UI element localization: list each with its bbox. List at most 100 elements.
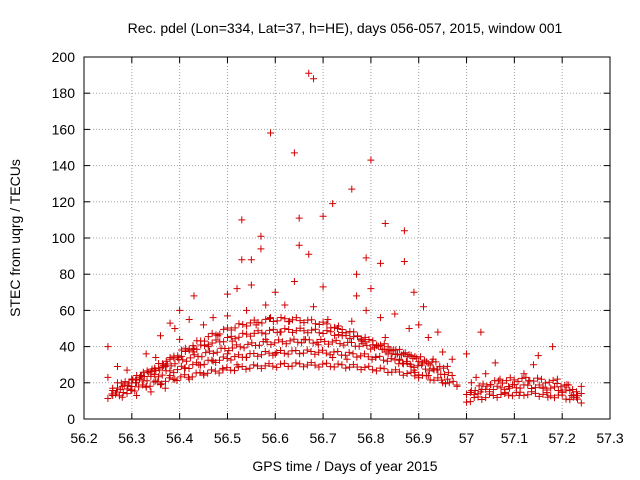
data-point [258,319,266,327]
y-tick-label: 140 [52,158,76,174]
chart-title: Rec. pdel (Lon=334, Lat=37, h=HE), days … [128,20,563,36]
data-point [372,367,380,375]
data-point [307,348,315,355]
data-point [376,314,384,322]
x-tick-label: 56.2 [70,430,97,446]
data-point [319,360,327,368]
data-point [319,346,326,354]
data-point [278,338,286,346]
data-point [421,365,429,373]
data-point [495,377,503,385]
data-point [334,360,342,368]
data-point [355,342,363,350]
data-point [185,375,193,383]
data-point [207,366,215,374]
data-point [305,69,313,77]
data-point [269,317,277,325]
data-point [508,392,516,400]
data-point [294,338,302,346]
data-point [539,390,547,398]
data-point [238,256,246,264]
data-point [178,346,186,354]
data-point [400,258,408,266]
data-point [367,285,375,293]
data-point [547,392,555,400]
data-point [362,306,370,314]
data-point [303,346,311,354]
data-point [549,376,557,384]
data-point [280,359,288,367]
data-point [528,384,536,392]
data-point [198,353,206,361]
data-point [322,349,330,357]
data-point [227,356,235,364]
data-point [152,377,160,385]
data-point [209,357,217,365]
data-point [211,367,219,375]
data-point [254,327,262,335]
data-point [554,387,562,395]
data-point [231,353,239,361]
data-point [247,256,255,264]
data-point [128,375,136,383]
x-tick-label: 57.1 [501,430,528,446]
data-point [151,371,159,379]
data-point [135,383,143,391]
data-point [381,220,389,228]
data-point [569,386,577,394]
data-point [516,384,524,392]
data-point [143,367,151,375]
data-point [360,350,368,358]
data-point [236,343,244,351]
y-tick-label: 80 [59,266,75,282]
data-point [475,382,483,390]
data-point [296,324,304,332]
data-point [568,391,576,399]
data-point [235,333,243,341]
data-point [334,348,342,356]
data-point [233,361,241,369]
data-point [549,343,557,351]
data-point [266,129,274,137]
data-point [179,356,187,364]
data-point [472,373,480,381]
data-point [280,349,288,357]
data-point [315,363,323,371]
data-point [346,363,354,371]
data-point [311,320,319,328]
data-point [121,378,129,386]
data-point [361,363,369,371]
data-point [534,374,542,382]
data-point [201,337,209,345]
data-point [332,336,340,344]
data-point [296,317,304,325]
data-point [243,322,251,330]
data-point [204,341,212,349]
data-point [202,349,210,357]
data-point [496,375,504,383]
data-point [243,330,251,338]
data-point [573,393,581,401]
data-point [310,303,318,311]
data-point [338,332,346,340]
data-point [545,378,553,386]
data-point [424,372,432,380]
data-point [419,359,427,367]
data-point [424,334,432,342]
data-point [161,384,169,392]
data-point [189,361,197,369]
data-point [309,339,317,347]
data-point [333,325,341,332]
data-point [238,216,246,224]
data-point [178,352,186,360]
data-point [541,379,549,387]
data-point [422,358,430,366]
data-point [403,353,411,361]
data-point [300,335,308,343]
data-point [315,320,323,328]
data-point [147,388,155,396]
data-point [223,364,231,372]
data-point [180,364,188,372]
data-point [300,319,308,327]
data-point [230,367,238,375]
